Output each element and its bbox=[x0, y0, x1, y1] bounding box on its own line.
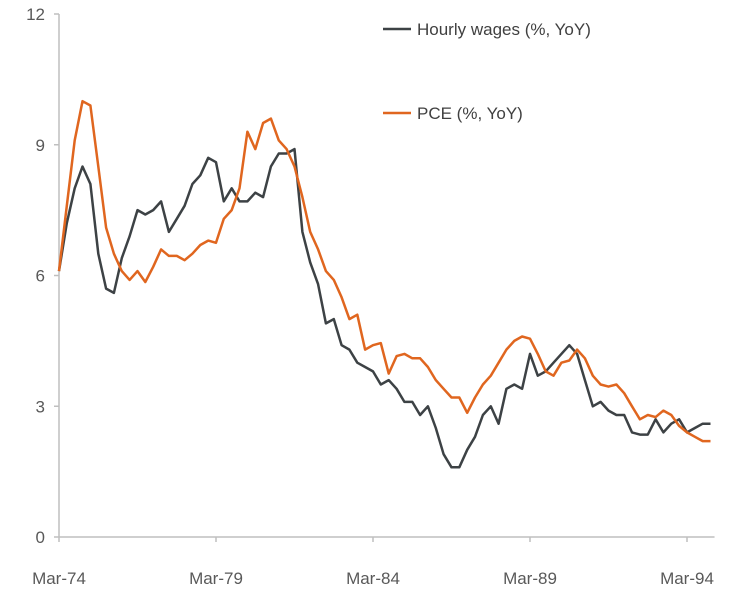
y-tick-label: 9 bbox=[36, 136, 45, 155]
hourly-wages-line bbox=[57, 147, 711, 469]
y-tick-label: 0 bbox=[36, 528, 45, 547]
y-tick-label: 12 bbox=[26, 5, 45, 24]
y-tick-label: 6 bbox=[36, 267, 45, 286]
x-tick-label: Mar-94 bbox=[660, 569, 714, 588]
legend-label-pce: PCE (%, YoY) bbox=[417, 104, 523, 123]
legend: Hourly wages (%, YoY) PCE (%, YoY) bbox=[383, 20, 591, 123]
axes: 0 3 6 9 12 Mar-74 Mar-79 Mar-84 Mar-89 Mar-94 bbox=[26, 5, 715, 588]
legend-label-hourly-wages: Hourly wages (%, YoY) bbox=[417, 20, 591, 39]
x-tick-label: Mar-89 bbox=[503, 569, 557, 588]
y-tick-label: 3 bbox=[36, 397, 45, 416]
series-lines bbox=[57, 99, 711, 469]
x-tick-label: Mar-79 bbox=[189, 569, 243, 588]
pce-line bbox=[57, 99, 711, 443]
x-tick-label: Mar-74 bbox=[32, 569, 86, 588]
x-tick-label: Mar-84 bbox=[346, 569, 400, 588]
